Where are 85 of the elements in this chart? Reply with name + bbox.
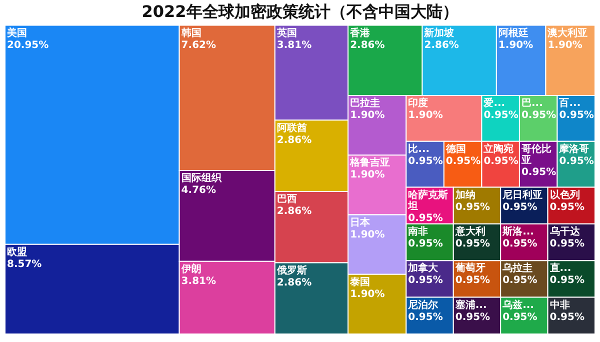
data-label: 2.86% [276, 277, 312, 288]
data-label: 0.95% [550, 312, 584, 323]
data-label: 1.90% [548, 40, 582, 51]
data-label: 0.95% [408, 238, 443, 250]
data-label: 0.95% [408, 275, 443, 286]
category-label: 德国 [444, 142, 466, 155]
category-label: 欧盟 [7, 246, 27, 258]
data-label: 0.95% [550, 275, 584, 286]
category-label: 印度 [408, 97, 428, 110]
data-label: 1.90% [350, 229, 385, 240]
data-label: 1.90% [408, 110, 443, 122]
category-label: 乌干达 [548, 226, 581, 238]
category-label: 伊朗 [180, 262, 202, 275]
data-label: 0.95% [521, 110, 556, 122]
category-label: 意大利 [454, 226, 486, 238]
data-label: 1.90% [350, 170, 385, 181]
category-label: 泰国 [349, 276, 370, 288]
category-label: 尼泊尔 [407, 298, 440, 311]
data-label: 1.90% [350, 110, 385, 122]
category-label: 葡萄牙 [454, 262, 486, 274]
category-label: 哈萨克斯坦 [407, 188, 448, 212]
data-label: 0.95% [502, 238, 538, 250]
category-label: 巴拉圭 [350, 97, 380, 110]
category-label: 日本 [350, 216, 372, 228]
data-label: 3.81% [276, 40, 312, 51]
data-label: 0.95% [550, 202, 584, 213]
data-label: 3.81% [181, 276, 216, 287]
category-label: 乌兹... [502, 298, 534, 311]
category-label: 摩洛哥 [558, 142, 590, 155]
category-label: 香港 [349, 26, 372, 39]
data-label: 0.95% [455, 312, 490, 323]
data-label: 2.86% [424, 40, 459, 51]
data-label: 1.90% [498, 40, 534, 51]
data-label: 4.76% [181, 185, 216, 196]
category-label: 南非 [407, 226, 428, 238]
category-label: 哥伦比亚 [520, 142, 552, 166]
data-label: 0.95% [484, 110, 518, 122]
category-label: 中非 [550, 298, 570, 311]
data-label: 0.95% [408, 312, 443, 323]
data-label: 8.57% [7, 258, 42, 270]
data-label: 7.62% [181, 40, 216, 51]
data-label: 2.86% [276, 134, 312, 146]
category-label: 立陶宛 [482, 142, 514, 155]
category-label: 新加坡 [423, 26, 456, 39]
text: 2022年全球加密政策统计（不含中国大陆） [142, 2, 458, 21]
data-label: 0.95% [408, 156, 443, 167]
data-label: 0.95% [455, 238, 490, 250]
category-label: 美国 [6, 26, 27, 39]
category-label: 格鲁吉亚 [349, 156, 390, 169]
category-label: 加拿大 [407, 262, 440, 274]
category-label: 塞浦... [454, 298, 487, 311]
data-label: 0.95% [502, 202, 538, 213]
data-label: 0.95% [502, 312, 538, 323]
category-label: 爱... [482, 97, 506, 110]
data-label: 0.95% [559, 110, 594, 122]
category-label: 百... [558, 98, 581, 110]
category-label: 国际组织 [181, 172, 222, 184]
category-label: 加纳 [454, 188, 476, 201]
data-label: 0.95% [455, 202, 490, 213]
category-label: 乌拉圭 [502, 262, 533, 274]
data-label: 2.86% [350, 40, 385, 51]
category-label: 英国 [276, 26, 297, 39]
category-label: 以色列 [550, 188, 580, 201]
category-label: 俄罗斯 [276, 264, 307, 276]
category-label: 尼日利亚 [502, 188, 543, 201]
data-label: 0.95% [484, 156, 518, 167]
data-label: 0.95% [446, 156, 481, 167]
category-label: 比... [408, 142, 430, 155]
category-label: 阿联酋 [276, 122, 307, 134]
data-label: 0.95% [521, 166, 556, 178]
category-label: 巴西 [276, 194, 297, 206]
data-label: 1.90% [350, 288, 385, 300]
category-label: 直... [548, 262, 572, 274]
data-label: 2.86% [276, 206, 312, 218]
category-label: 阿根廷 [498, 26, 528, 39]
category-label: 澳大利亚 [546, 26, 588, 39]
data-label: 0.95% [559, 156, 594, 167]
data-label: 0.95% [408, 212, 443, 224]
data-label: 0.95% [455, 275, 490, 286]
data-label: 20.95% [7, 40, 49, 51]
data-label: 0.95% [550, 238, 584, 250]
category-label: 斯洛... [502, 226, 534, 238]
data-label: 0.95% [502, 275, 538, 286]
category-label: 巴... [521, 98, 543, 110]
category-label: 韩国 [180, 26, 202, 39]
